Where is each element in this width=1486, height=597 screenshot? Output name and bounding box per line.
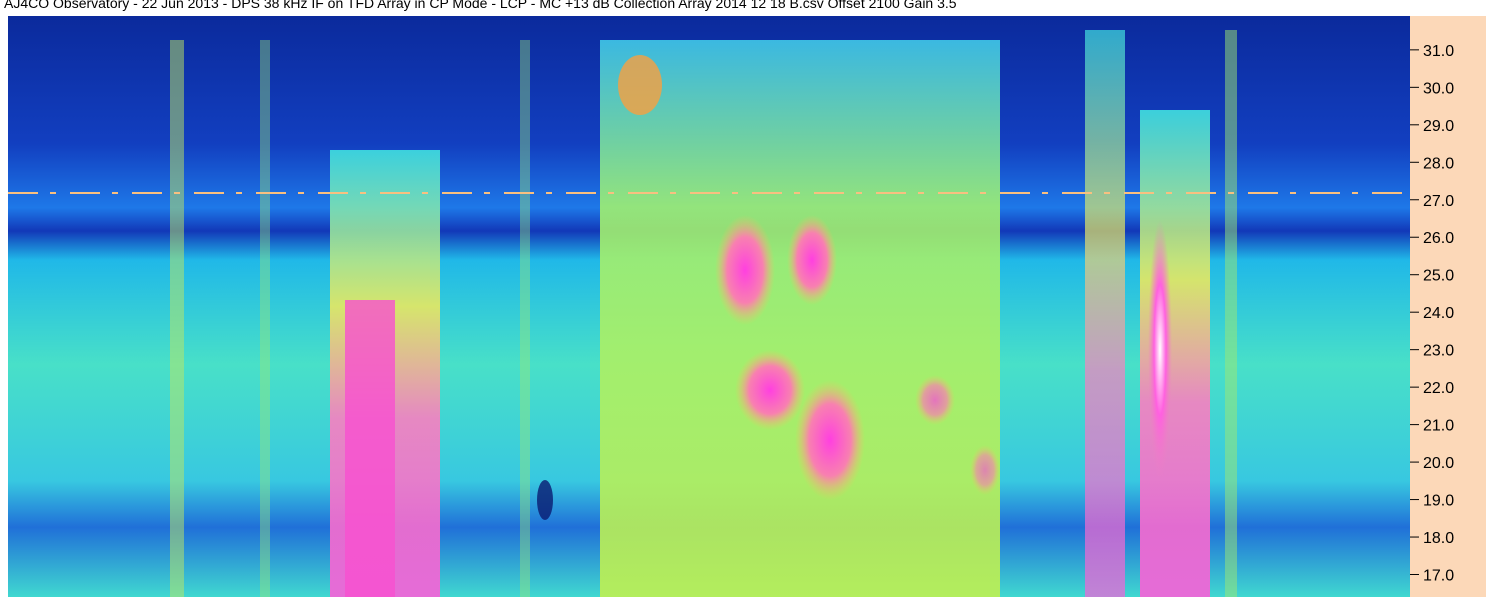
y-tick-label: 27.0 [1423, 193, 1454, 210]
chart-title: AJ4CO Observatory - 22 Jun 2013 - DPS 38… [4, 0, 957, 11]
y-tick-label: 24.0 [1423, 305, 1454, 322]
y-tick-label: 30.0 [1423, 80, 1454, 97]
y-tick-label: 26.0 [1423, 230, 1454, 247]
axis-panel [1410, 16, 1486, 597]
y-tick-label: 31.0 [1423, 43, 1454, 60]
y-tick-label: 23.0 [1423, 343, 1454, 360]
y-tick-label: 29.0 [1423, 118, 1454, 135]
y-tick-label: 21.0 [1423, 418, 1454, 435]
y-tick-label: 22.0 [1423, 380, 1454, 397]
y-tick-label: 25.0 [1423, 268, 1454, 285]
y-tick-label: 20.0 [1423, 455, 1454, 472]
spectrogram-features [8, 30, 1410, 597]
y-tick-label: 18.0 [1423, 530, 1454, 547]
y-tick-label: 28.0 [1423, 155, 1454, 172]
y-tick-label: 17.0 [1423, 568, 1454, 585]
y-tick-label: 19.0 [1423, 493, 1454, 510]
